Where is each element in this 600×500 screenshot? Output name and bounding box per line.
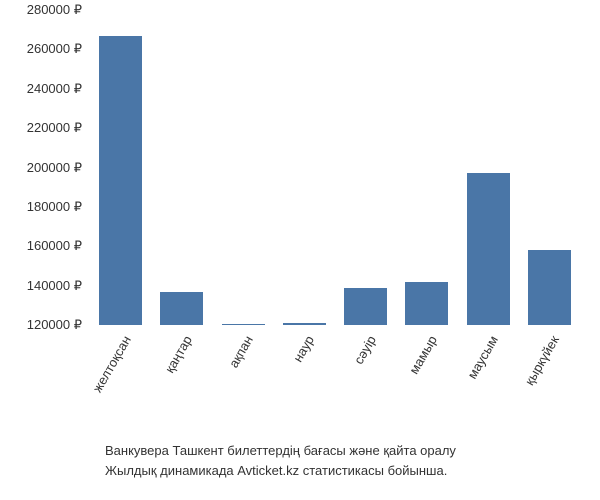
- x-tick-label: маусым: [465, 333, 502, 381]
- x-tick-label: мамыр: [406, 333, 440, 377]
- bar: [160, 292, 203, 325]
- x-tick-label: қыркүйек: [522, 333, 562, 388]
- bar: [99, 36, 142, 325]
- y-tick-label: 200000 ₽: [27, 160, 82, 176]
- x-tick-label: қаңтар: [162, 333, 195, 375]
- y-tick-label: 160000 ₽: [27, 238, 82, 254]
- y-tick-label: 180000 ₽: [27, 199, 82, 215]
- caption-line-2: Жылдық динамикада Avticket.kz статистика…: [105, 461, 456, 481]
- y-tick-label: 260000 ₽: [27, 41, 82, 57]
- bar: [528, 250, 571, 325]
- y-tick-label: 140000 ₽: [27, 278, 82, 294]
- x-tick-label: наур: [290, 333, 317, 365]
- x-tick-label: сәуір: [350, 333, 378, 367]
- bar: [283, 323, 326, 325]
- bars-container: [90, 10, 580, 325]
- y-tick-label: 120000 ₽: [27, 317, 82, 333]
- x-tick-label: желтоқсан: [89, 333, 133, 395]
- y-axis: 120000 ₽140000 ₽160000 ₽180000 ₽200000 ₽…: [0, 10, 82, 325]
- x-axis-labels: желтоқсан қаңтар ақпан наур сәуір мамыр маусым…: [90, 333, 580, 453]
- y-tick-label: 280000 ₽: [27, 2, 82, 18]
- y-tick-label: 220000 ₽: [27, 120, 82, 136]
- bar: [405, 282, 448, 325]
- bar: [222, 324, 265, 325]
- price-chart: 120000 ₽ 140000 ₽ 160000 ₽ 180000 ₽ 200000 ₽…: [0, 0, 600, 500]
- bar: [344, 288, 387, 325]
- x-tick-label: ақпан: [226, 333, 256, 370]
- caption-line-1: Ванкувера Ташкент билеттердің бағасы жән…: [105, 441, 456, 461]
- bar: [467, 173, 510, 325]
- chart-caption: Ванкувера Ташкент билеттердің бағасы жән…: [105, 441, 456, 480]
- y-tick-label: 240000 ₽: [27, 81, 82, 97]
